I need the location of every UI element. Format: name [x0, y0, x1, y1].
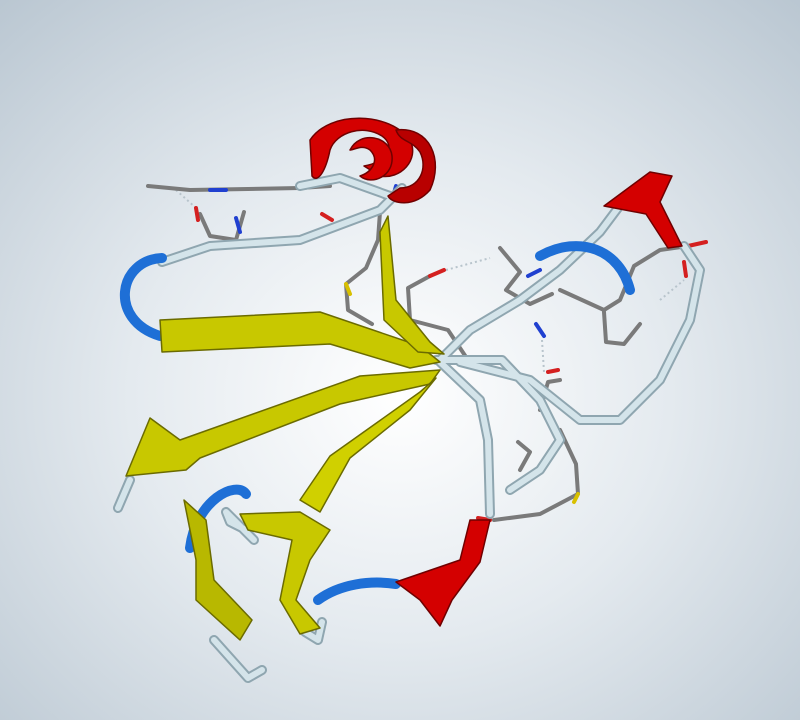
hydrogen-bonds [175, 189, 685, 373]
beta-strands [125, 215, 445, 641]
coil-tubes [113, 173, 705, 683]
helix-segments [309, 117, 683, 627]
sulfur-atoms [344, 282, 580, 504]
